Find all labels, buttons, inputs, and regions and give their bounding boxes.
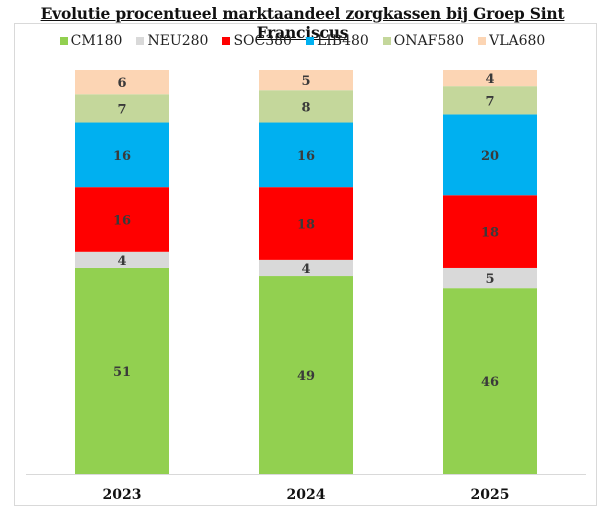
data-label-soc380-2023: 16 [113, 213, 131, 228]
bar-soc380-2025 [443, 195, 537, 268]
legend-item-vla680: VLA680 [478, 33, 545, 49]
x-tick-label-2024: 2024 [287, 487, 326, 503]
bar-neu280-2023 [75, 251, 169, 268]
data-label-neu280-2023: 4 [117, 254, 126, 269]
legend-swatch [382, 37, 391, 45]
legend-item-cm180: CM180 [59, 33, 123, 49]
legend-swatch [222, 37, 231, 45]
bar-neu280-2024 [259, 259, 353, 277]
data-label-cm180-2023: 51 [113, 365, 131, 380]
data-label-onaf580-2025: 7 [485, 94, 494, 109]
chart-title: Evolutie procentueel marktaandeel zorgka… [40, 4, 565, 42]
bar-onaf580-2024 [259, 90, 353, 123]
bar-vla680-2023 [75, 70, 169, 95]
legend-swatch [305, 37, 314, 45]
data-label-cm180-2024: 49 [297, 369, 315, 384]
legend-swatch [136, 37, 145, 45]
legend-label: SOC380 [233, 33, 292, 49]
legend-label: NEU280 [147, 33, 209, 49]
legend-label: ONAF580 [393, 33, 465, 49]
data-label-lib480-2023: 16 [113, 149, 131, 164]
bar-onaf580-2023 [75, 94, 169, 123]
legend-swatch [478, 37, 487, 45]
legend-item-neu280: NEU280 [136, 33, 208, 49]
bar-vla680-2024 [259, 70, 353, 91]
bar-lib480-2023 [75, 122, 169, 188]
legend-label: LIB480 [316, 33, 369, 49]
legend-label: VLA680 [489, 33, 546, 49]
bar-lib480-2024 [259, 122, 353, 188]
data-label-lib480-2025: 20 [481, 149, 499, 164]
legend-item-soc380: SOC380 [222, 33, 292, 49]
data-label-neu280-2024: 4 [301, 262, 310, 277]
bar-neu280-2025 [443, 267, 537, 289]
data-label-vla680-2024: 5 [301, 74, 310, 89]
bar-cm180-2025 [443, 288, 537, 474]
bar-lib480-2025 [443, 114, 537, 196]
data-label-soc380-2025: 18 [481, 226, 499, 241]
data-label-vla680-2025: 4 [485, 72, 494, 87]
x-tick-label-2025: 2025 [471, 487, 510, 503]
legend: CM180 NEU280 SOC380 LIB480 ONAF580 VLA680 [0, 33, 605, 49]
data-label-soc380-2024: 18 [297, 218, 315, 233]
legend-label: CM180 [70, 33, 123, 49]
legend-item-onaf580: ONAF580 [382, 33, 465, 49]
data-label-cm180-2025: 46 [481, 375, 499, 390]
legend-swatch [59, 37, 68, 45]
x-tick-label-2023: 2023 [103, 487, 142, 503]
bar-cm180-2023 [75, 267, 169, 474]
bar-soc380-2024 [259, 187, 353, 260]
data-label-neu280-2025: 5 [485, 272, 494, 287]
bar-onaf580-2025 [443, 86, 537, 115]
data-label-onaf580-2024: 8 [301, 100, 310, 115]
bar-cm180-2024 [259, 276, 353, 474]
legend-item-lib480: LIB480 [305, 33, 369, 49]
data-label-lib480-2024: 16 [297, 149, 315, 164]
data-label-vla680-2023: 6 [117, 76, 126, 91]
bar-vla680-2025 [443, 70, 537, 87]
bar-soc380-2023 [75, 187, 169, 252]
data-label-onaf580-2023: 7 [117, 102, 126, 117]
chart-frame [14, 23, 597, 506]
